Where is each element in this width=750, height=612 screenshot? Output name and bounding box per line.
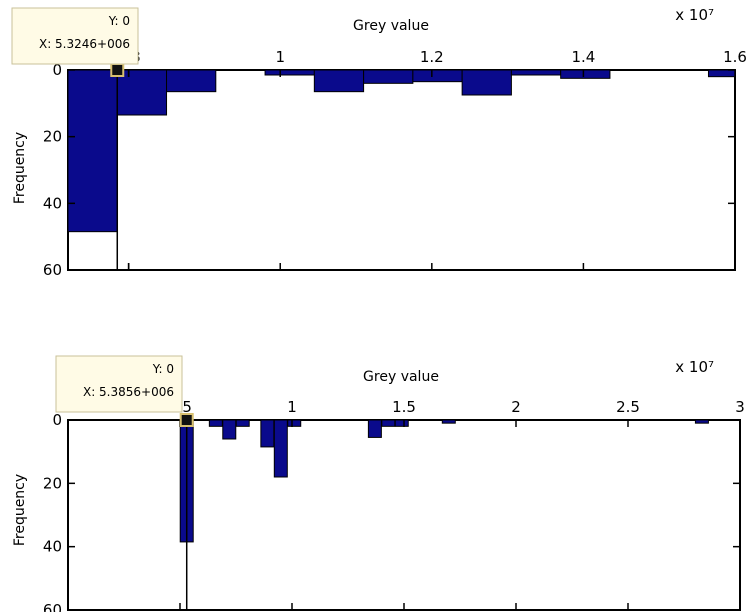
- bottom-bar-8: [381, 419, 396, 427]
- bottom-bar-6: [287, 419, 302, 427]
- bottom-y-ticks: 0 20 40 60: [43, 411, 740, 612]
- bottom-x-exponent: x 10⁷: [675, 358, 714, 376]
- bottom-bar-5: [273, 419, 288, 478]
- top-bar-5: [313, 69, 365, 93]
- top-datatip[interactable]: Y: 0 X: 5.3246+006: [11, 7, 139, 65]
- bottom-datatip-y: Y: 0: [152, 362, 174, 376]
- bottom-y-tick-label-2: 40: [43, 538, 62, 556]
- top-datatip-y: Y: 0: [108, 14, 130, 28]
- top-x-tick-label-4: 1.4: [571, 48, 595, 66]
- bottom-plot-area: [67, 419, 741, 611]
- top-bar-7: [412, 69, 463, 83]
- top-y-ticks: 0 20 40 60: [43, 61, 735, 279]
- top-y-tick-label-1: 20: [43, 128, 62, 146]
- bottom-x-tick-label-1: 1: [287, 398, 297, 416]
- top-y-axis-label: Frequency: [12, 132, 28, 204]
- top-x-axis-label: Grey value: [353, 18, 429, 34]
- top-x-exponent: x 10⁷: [675, 6, 714, 24]
- top-histogram-panel: x 10⁷ Grey value Frequency 0.80.811.21.4…: [11, 6, 747, 279]
- bottom-datatip[interactable]: Y: 0 X: 5.3856+006: [55, 355, 183, 413]
- bottom-x-tick-label-2: 1.5: [392, 398, 416, 416]
- bottom-datatip-x: X: 5.3856+006: [83, 385, 174, 399]
- bottom-bar-10: [441, 419, 456, 424]
- bottom-bar-4: [260, 419, 275, 448]
- top-plot-area: [67, 69, 736, 271]
- bottom-x-tick-label-3: 2: [511, 398, 521, 416]
- bottom-x-tick-label-4: 2.5: [616, 398, 640, 416]
- top-bar-10: [560, 69, 611, 79]
- top-bar-8: [461, 69, 512, 96]
- bottom-x-ticks: 0.511.522.53: [168, 398, 745, 610]
- bottom-x-axis-label: Grey value: [363, 369, 439, 385]
- bottom-bar-3: [235, 419, 250, 427]
- top-bars: [67, 69, 736, 233]
- top-x-tick-label-2: 1: [275, 48, 285, 66]
- top-datatip-box: [11, 7, 139, 65]
- top-cursor-marker[interactable]: [110, 63, 125, 77]
- bottom-y-tick-label-1: 20: [43, 474, 62, 492]
- top-bar-4: [264, 69, 315, 76]
- top-bar-9: [510, 69, 562, 76]
- bottom-y-tick-label-3: 60: [43, 601, 62, 612]
- bottom-cursor-marker[interactable]: [179, 413, 194, 427]
- top-y-tick-label-2: 40: [43, 194, 62, 212]
- top-y-tick-label-0: 0: [52, 61, 62, 79]
- bottom-bar-9: [394, 419, 409, 427]
- bottom-datatip-box: [55, 355, 183, 413]
- bottom-bar-1: [208, 419, 223, 427]
- top-x-tick-label-5: 1.6: [723, 48, 747, 66]
- bottom-x-tick-label-5: 3: [735, 398, 745, 416]
- bottom-bar-2: [222, 419, 237, 440]
- top-bar-6: [363, 69, 414, 84]
- bottom-y-tick-label-0: 0: [52, 411, 62, 429]
- bottom-bar-11: [694, 419, 709, 424]
- top-y-tick-label-3: 60: [43, 261, 62, 279]
- bottom-bar-7: [367, 419, 382, 438]
- top-bar-0: [67, 69, 118, 233]
- top-x-tick-label-3: 1.2: [420, 48, 444, 66]
- top-bar-1: [116, 69, 168, 116]
- bottom-y-axis-label: Frequency: [12, 474, 28, 546]
- top-datatip-x: X: 5.3246+006: [39, 37, 130, 51]
- top-bar-13: [707, 69, 736, 78]
- top-bar-2: [166, 69, 217, 93]
- bottom-histogram-panel: x 10⁷ Grey value Frequency 0.511.522.53 …: [12, 355, 745, 612]
